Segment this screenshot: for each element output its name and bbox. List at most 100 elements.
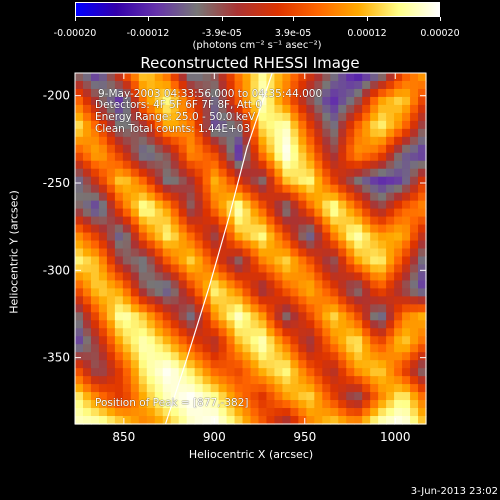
heatmap-cell: [250, 344, 260, 353]
heatmap-cell: [106, 352, 116, 361]
heatmap-cell: [402, 256, 411, 266]
heatmap-cell: [274, 112, 284, 122]
heatmap-cell: [75, 176, 84, 186]
heatmap-cell: [122, 264, 132, 274]
heatmap-cell: [138, 280, 148, 289]
heatmap-cell: [354, 224, 363, 234]
heatmap-cell: [90, 248, 100, 258]
heatmap-cell: [75, 352, 84, 361]
heatmap-cell: [202, 160, 212, 170]
heatmap-cell: [130, 176, 140, 186]
heatmap-cell: [218, 304, 228, 313]
heatmap-cell: [290, 112, 299, 122]
heatmap-cell: [378, 96, 387, 106]
heatmap-cell: [98, 144, 108, 154]
heatmap-cell: [90, 336, 100, 345]
heatmap-cell: [194, 360, 204, 369]
heatmap-cell: [226, 408, 236, 417]
heatmap-cell: [250, 104, 260, 114]
heatmap-cell: [362, 328, 371, 337]
heatmap-cell: [346, 232, 355, 242]
heatmap-cell: [306, 224, 315, 234]
heatmap-cell: [322, 352, 331, 361]
heatmap-cell: [82, 384, 92, 393]
heatmap-cell: [226, 336, 236, 345]
heatmap-cell: [338, 248, 347, 258]
heatmap-cell: [378, 224, 387, 234]
heatmap-cell: [290, 320, 299, 329]
heatmap-cell: [226, 352, 236, 361]
heatmap-cell: [346, 144, 355, 154]
heatmap-cell: [154, 120, 164, 130]
heatmap-cell: [394, 264, 403, 274]
heatmap-cell: [346, 296, 355, 305]
heatmap-cell: [170, 232, 180, 242]
heatmap-cell: [266, 120, 276, 130]
heatmap-cell: [218, 256, 228, 266]
heatmap-cell: [242, 224, 252, 234]
heatmap-cell: [354, 152, 363, 162]
x-axis-label: Heliocentric X (arcsec): [188, 448, 314, 461]
heatmap-cell: [170, 272, 180, 282]
heatmap-cell: [106, 120, 116, 130]
heatmap-cell: [282, 128, 291, 138]
heatmap-cell: [146, 216, 156, 226]
heatmap-cell: [146, 88, 156, 98]
heatmap-cell: [418, 336, 427, 345]
heatmap-cell: [250, 160, 260, 170]
heatmap-cell: [370, 184, 379, 194]
heatmap-cell: [194, 368, 204, 377]
heatmap-cell: [330, 104, 339, 114]
heatmap-cell: [370, 112, 379, 122]
heatmap-cell: [210, 312, 220, 321]
heatmap-cell: [90, 160, 100, 170]
heatmap-cell: [346, 80, 355, 90]
heatmap-cell: [82, 224, 92, 234]
heatmap-cell: [418, 80, 427, 90]
heatmap-cell: [186, 168, 196, 178]
heatmap-cell: [346, 248, 355, 258]
heatmap-cell: [242, 264, 252, 274]
heatmap-cell: [338, 368, 347, 377]
heatmap-cell: [274, 200, 284, 210]
heatmap-cell: [258, 224, 268, 234]
heatmap-cell: [258, 73, 268, 82]
heatmap-cell: [362, 312, 371, 321]
heatmap-cell: [98, 384, 108, 393]
heatmap-cell: [75, 408, 84, 417]
heatmap-cell: [250, 304, 260, 313]
heatmap-cell: [322, 384, 331, 393]
heatmap-cell: [186, 112, 196, 122]
heatmap-cell: [354, 384, 363, 393]
heatmap-cell: [210, 336, 220, 345]
heatmap-cell: [178, 200, 188, 210]
heatmap-cell: [402, 280, 411, 289]
heatmap-cell: [266, 288, 276, 297]
heatmap-cell: [146, 352, 156, 361]
heatmap-cell: [106, 208, 116, 218]
heatmap-cell: [162, 200, 172, 210]
heatmap-cell: [98, 216, 108, 226]
heatmap-cell: [114, 112, 124, 122]
heatmap-cell: [266, 88, 276, 98]
heatmap-cell: [75, 240, 84, 250]
heatmap-cell: [210, 232, 220, 242]
heatmap-cell: [394, 152, 403, 162]
heatmap-cell: [210, 200, 220, 210]
heatmap-cell: [330, 400, 339, 409]
heatmap-cell: [306, 128, 315, 138]
heatmap-cell: [218, 128, 228, 138]
heatmap-cell: [314, 160, 323, 170]
heatmap-cell: [75, 376, 84, 385]
heatmap-cell: [258, 304, 268, 313]
heatmap-cell: [162, 168, 172, 178]
heatmap-cell: [362, 320, 371, 329]
heatmap-cell: [266, 224, 276, 234]
heatmap-cell: [330, 304, 339, 313]
heatmap-cell: [322, 240, 331, 250]
heatmap-cell: [282, 312, 291, 321]
heatmap-cell: [178, 208, 188, 218]
heatmap-cell: [402, 128, 411, 138]
heatmap-cell: [154, 112, 164, 122]
heatmap-cell: [82, 400, 92, 409]
